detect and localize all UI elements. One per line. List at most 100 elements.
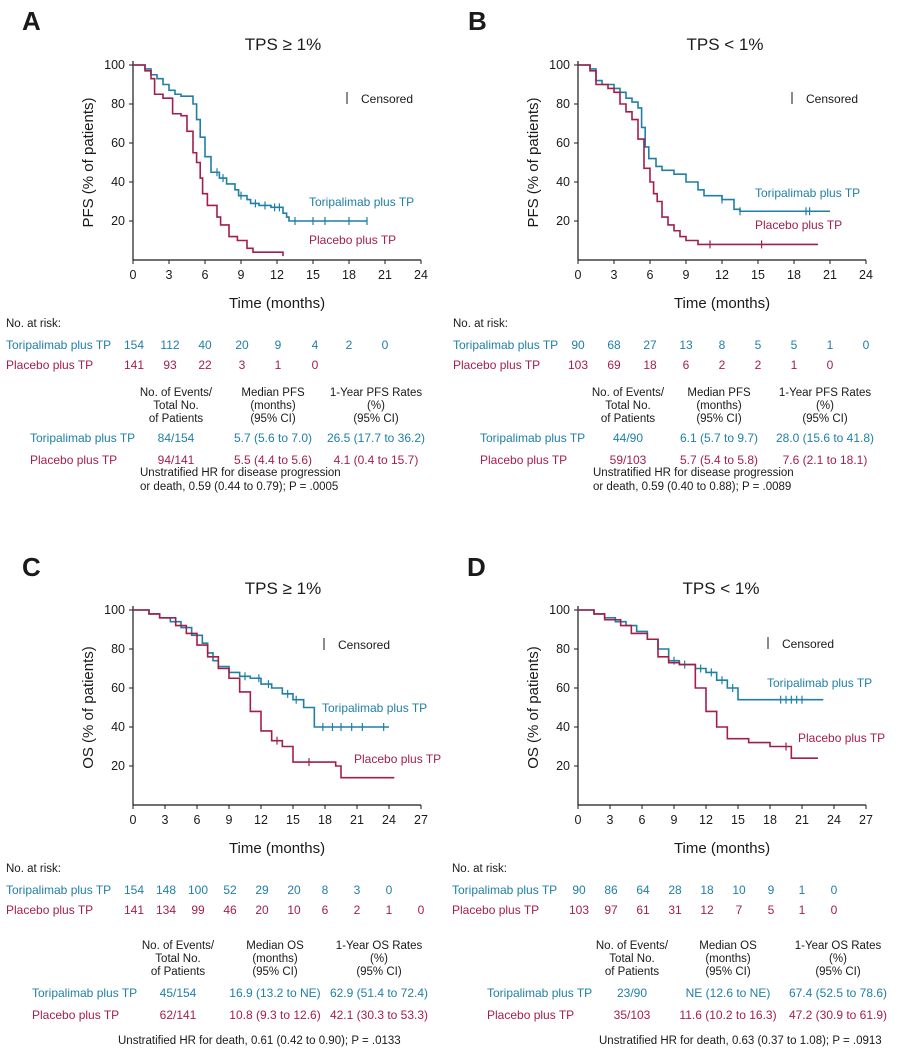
censored-label: Censored <box>806 92 858 106</box>
hazard-ratio-text: or death, 0.59 (0.40 to 0.88); P = .0089 <box>593 481 791 493</box>
at-risk-row-name: Placebo plus TP <box>453 358 540 372</box>
at-risk-count: 5 <box>791 338 798 352</box>
y-tick-label: 100 <box>104 603 125 617</box>
x-tick-label: 9 <box>238 268 245 282</box>
y-tick-label: 80 <box>111 97 125 111</box>
at-risk-title: No. at risk: <box>6 318 61 330</box>
panel-letter: D <box>467 552 486 582</box>
summary-row-name: Toripalimab plus TP <box>30 431 135 445</box>
x-tick-label: 12 <box>699 813 713 827</box>
summary-events: 94/141 <box>158 453 195 467</box>
summary-header: (%) <box>829 953 847 965</box>
summary-header: of Patients <box>605 966 660 978</box>
summary-header: 1-Year PFS Rates <box>330 387 423 399</box>
summary-events: 45/154 <box>160 986 197 1000</box>
summary-events: 62/141 <box>160 1008 197 1022</box>
at-risk-count: 68 <box>607 338 621 352</box>
hazard-ratio-text: Unstratified HR for death, 0.61 (0.42 to… <box>118 1035 401 1047</box>
summary-header: 1-Year OS Rates <box>336 940 423 952</box>
km-curve <box>578 64 818 246</box>
x-tick-label: 12 <box>254 813 268 827</box>
at-risk-count: 8 <box>322 883 329 897</box>
at-risk-count: 2 <box>755 358 762 372</box>
at-risk-row-name: Toripalimab plus TP <box>452 883 557 897</box>
at-risk-count: 13 <box>679 338 693 352</box>
panel-letter: C <box>22 552 41 582</box>
at-risk-title: No. at risk: <box>452 863 507 875</box>
y-tick-label: 40 <box>556 175 570 189</box>
axes: 20 40 60 80 100 0 3 6 9 12 15 18 21 24 PFS (% of patie… <box>525 58 873 312</box>
km-curve <box>133 64 284 257</box>
summary-header: (95% CI) <box>252 966 298 978</box>
summary-header: (95% CI) <box>353 413 399 425</box>
summary-row-name: Toripalimab plus TP <box>487 986 592 1000</box>
summary-header: (months) <box>696 400 742 412</box>
at-risk-count: 27 <box>643 338 657 352</box>
hazard-ratio-text: or death, 0.59 (0.44 to 0.79); P = .0005 <box>140 481 338 493</box>
x-tick-label: 21 <box>350 813 364 827</box>
at-risk-count: 8 <box>719 338 726 352</box>
summary-table: No. of Events/Total No.of Patients Median… <box>480 387 874 493</box>
summary-rate: 7.6 (2.1 to 18.1) <box>783 453 868 467</box>
summary-header: 1-Year PFS Rates <box>779 387 872 399</box>
at-risk-count: 18 <box>700 883 714 897</box>
summary-header: of Patients <box>601 413 656 425</box>
axes: 20 40 60 80 100 0 3 6 9 12 15 18 21 24 27 OS (% of pati… <box>525 603 873 857</box>
x-tick-label: 18 <box>763 813 777 827</box>
summary-median: 16.9 (13.2 to NE) <box>229 986 320 1000</box>
summary-rate: 62.9 (51.4 to 72.4) <box>330 986 428 1000</box>
at-risk-row-name: Toripalimab plus TP <box>6 883 111 897</box>
y-axis-label: OS (% of patients) <box>80 646 97 769</box>
x-tick-label: 24 <box>382 813 396 827</box>
y-tick-label: 40 <box>111 720 125 734</box>
x-tick-label: 0 <box>130 813 137 827</box>
at-risk-count: 6 <box>683 358 690 372</box>
summary-rate: 28.0 (15.6 to 41.8) <box>776 431 874 445</box>
at-risk-count: 5 <box>768 903 775 917</box>
x-tick-label: 21 <box>378 268 392 282</box>
summary-header: (months) <box>705 953 751 965</box>
y-tick-label: 100 <box>549 603 570 617</box>
axes: 20 40 60 80 100 0 3 6 9 12 15 18 21 24 PFS (% of patie… <box>80 58 428 312</box>
series-label: Toripalimab plus TP <box>755 186 860 200</box>
summary-header: Total No. <box>605 400 650 412</box>
series-label: Placebo plus TP <box>309 233 396 247</box>
at-risk-count: 90 <box>572 883 586 897</box>
summary-median: 5.7 (5.6 to 7.0) <box>234 431 312 445</box>
series-label: Placebo plus TP <box>755 218 842 232</box>
at-risk-title: No. at risk: <box>6 863 61 875</box>
at-risk-table: No. at risk: Toripalimab plus TP 90 68 27 13 8… <box>453 318 870 372</box>
series-label: Placebo plus TP <box>354 752 441 766</box>
x-tick-label: 0 <box>575 813 582 827</box>
at-risk-count: 1 <box>799 883 806 897</box>
summary-header: Total No. <box>155 953 200 965</box>
summary-median: NE (12.6 to NE) <box>686 986 771 1000</box>
at-risk-count: 10 <box>287 903 301 917</box>
summary-median: 5.5 (4.4 to 5.6) <box>234 453 312 467</box>
at-risk-count: 20 <box>235 338 249 352</box>
at-risk-count: 1 <box>799 903 806 917</box>
at-risk-count: 52 <box>223 883 237 897</box>
y-tick-label: 60 <box>556 681 570 695</box>
x-tick-label: 24 <box>827 813 841 827</box>
at-risk-count: 1 <box>791 358 798 372</box>
summary-table: No. of Events/Total No.of Patients Median… <box>32 940 428 1047</box>
at-risk-count: 86 <box>604 883 618 897</box>
at-risk-count: 0 <box>418 903 425 917</box>
y-axis-label: PFS (% of patients) <box>525 97 542 227</box>
x-tick-label: 15 <box>306 268 320 282</box>
summary-header: (months) <box>250 400 296 412</box>
at-risk-count: 112 <box>160 338 179 352</box>
at-risk-count: 5 <box>755 338 762 352</box>
km-curve <box>133 609 395 779</box>
at-risk-count: 12 <box>700 903 714 917</box>
km-curve <box>578 609 818 759</box>
summary-row-name: Placebo plus TP <box>32 1008 119 1022</box>
at-risk-table: No. at risk:Toripalimab plus TP 90 86 64 28 1… <box>452 863 838 917</box>
at-risk-count: 134 <box>156 903 176 917</box>
y-tick-label: 40 <box>556 720 570 734</box>
y-tick-label: 80 <box>111 642 125 656</box>
